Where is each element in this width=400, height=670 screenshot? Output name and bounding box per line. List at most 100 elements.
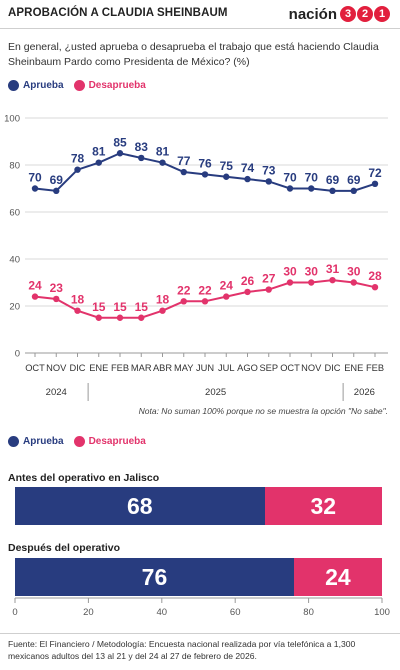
x-tick-label: DIC: [69, 363, 85, 373]
data-label-desaprueba: 22: [198, 283, 212, 297]
bar-chart-axis: 0 20 40 60 80 100: [12, 597, 390, 618]
logo-digit-1: 3: [340, 6, 356, 22]
legend-aprueba-2: Aprueba: [8, 435, 64, 447]
bar-antes: 68 32: [15, 487, 382, 525]
data-point-aprueba: [371, 180, 379, 187]
data-label-desaprueba: 30: [283, 265, 297, 279]
data-point-aprueba: [244, 175, 251, 183]
data-point-desaprueba: [74, 307, 81, 314]
y-tick-label: 20: [9, 302, 20, 313]
page-title: APROBACIÓN A CLAUDIA SHEINBAUM: [8, 7, 228, 19]
data-point-desaprueba: [265, 286, 272, 293]
data-point-desaprueba: [223, 293, 230, 300]
legend-desaprueba-label-2: Desaprueba: [88, 435, 146, 447]
data-point-desaprueba: [159, 307, 166, 314]
data-label-desaprueba: 30: [305, 265, 319, 279]
chart-note: Nota: No suman 100% porque no se muestra…: [138, 406, 388, 416]
section-label-despues: Después del operativo: [8, 542, 121, 554]
data-point-aprueba: [53, 187, 60, 195]
logo-digit-2: 2: [357, 6, 373, 22]
data-point-aprueba: [138, 154, 145, 162]
legend-desaprueba-2: Desaprueba: [73, 435, 146, 447]
data-label-desaprueba: 18: [71, 293, 85, 307]
x-tick-label: JUN: [196, 363, 214, 373]
x-tick-label: ABR: [153, 363, 172, 373]
data-label-aprueba: 81: [92, 145, 106, 159]
data-point-aprueba: [201, 171, 209, 178]
data-point-aprueba: [265, 178, 272, 185]
data-label-desaprueba: 15: [92, 300, 106, 314]
data-point-aprueba: [308, 185, 315, 192]
year-label: 2025: [205, 387, 226, 398]
data-point-aprueba: [223, 173, 230, 180]
bar-x-tick-label: 60: [230, 607, 241, 618]
data-point-desaprueba: [329, 276, 336, 284]
x-tick-label: AGO: [237, 363, 258, 373]
year-label: 2024: [46, 387, 67, 398]
data-point-aprueba: [74, 166, 81, 173]
data-label-aprueba: 78: [71, 152, 85, 166]
bar-despues-desaprueba: 24: [293, 558, 382, 596]
data-point-desaprueba: [201, 298, 209, 305]
x-tick-label: DIC: [324, 363, 340, 373]
data-label-desaprueba: 28: [368, 269, 382, 283]
data-point-aprueba: [180, 168, 187, 176]
data-point-aprueba: [31, 185, 39, 192]
x-tick-label: ENE: [89, 363, 108, 373]
data-label-desaprueba: 22: [177, 283, 191, 297]
data-point-aprueba: [95, 159, 102, 166]
nacion321-logo: nación 3 2 1: [289, 3, 390, 25]
x-tick-label: OCT: [280, 363, 300, 373]
x-tick-label: ENE: [344, 363, 363, 373]
x-tick-label: SEP: [259, 363, 278, 373]
bar-x-tick-label: 0: [12, 607, 17, 618]
data-label-aprueba: 72: [368, 166, 382, 180]
data-label-desaprueba: 15: [113, 300, 127, 314]
data-label-aprueba: 70: [283, 171, 297, 185]
data-point-desaprueba: [244, 288, 251, 296]
data-label-aprueba: 70: [305, 171, 319, 185]
year-label: 2026: [354, 387, 375, 398]
data-label-desaprueba: 24: [28, 279, 42, 293]
data-label-desaprueba: 24: [220, 279, 234, 293]
data-label-desaprueba: 15: [135, 300, 149, 314]
data-label-aprueba: 70: [28, 171, 42, 185]
bar-despues-aprueba: 76: [15, 558, 294, 596]
legend-desaprueba: Desaprueba: [73, 79, 146, 91]
data-label-aprueba: 74: [241, 161, 255, 175]
data-point-aprueba: [350, 187, 357, 195]
y-tick-label: 60: [9, 208, 20, 219]
source-text: Fuente: El Financiero / Metodología: Enc…: [8, 639, 356, 661]
x-tick-label: FEB: [111, 363, 129, 373]
data-point-aprueba: [286, 185, 294, 192]
header: APROBACIÓN A CLAUDIA SHEINBAUM nación 3 …: [0, 0, 400, 29]
data-label-aprueba: 77: [177, 154, 191, 168]
data-point-desaprueba: [95, 314, 102, 321]
desaprueba-dot-icon: [73, 79, 85, 91]
bar-x-tick-label: 20: [83, 607, 94, 618]
data-label-aprueba: 81: [156, 145, 170, 159]
data-point-desaprueba: [53, 295, 60, 303]
legend-aprueba-label: Aprueba: [23, 79, 64, 91]
data-label-desaprueba: 30: [347, 265, 361, 279]
data-point-desaprueba: [138, 314, 145, 321]
data-point-aprueba: [329, 187, 336, 195]
x-tick-label: MAR: [131, 363, 152, 373]
data-label-aprueba: 83: [135, 140, 149, 154]
y-tick-label: 40: [9, 255, 20, 266]
data-label-desaprueba: 27: [262, 272, 276, 286]
data-label-desaprueba: 31: [326, 262, 340, 276]
data-label-desaprueba: 18: [156, 293, 170, 307]
bar-x-tick-label: 100: [374, 607, 390, 618]
bar-antes-aprueba: 68: [15, 487, 265, 525]
data-point-desaprueba: [350, 279, 357, 286]
data-point-desaprueba: [31, 293, 39, 300]
legend-desaprueba-label: Desaprueba: [88, 79, 146, 91]
legend-aprueba-label-2: Aprueba: [23, 435, 64, 447]
section-label-antes: Antes del operativo en Jalisco: [8, 472, 160, 484]
x-tick-label: JUL: [218, 363, 235, 373]
logo-word: nación: [288, 5, 337, 23]
data-label-aprueba: 76: [198, 156, 212, 170]
bar-chart-legend: Aprueba Desaprueba: [8, 434, 156, 448]
